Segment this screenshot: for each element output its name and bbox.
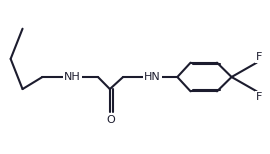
Text: F: F xyxy=(256,92,262,102)
Text: NH: NH xyxy=(64,72,81,82)
Text: O: O xyxy=(107,115,116,125)
Text: HN: HN xyxy=(144,72,161,82)
Text: F: F xyxy=(256,52,262,62)
